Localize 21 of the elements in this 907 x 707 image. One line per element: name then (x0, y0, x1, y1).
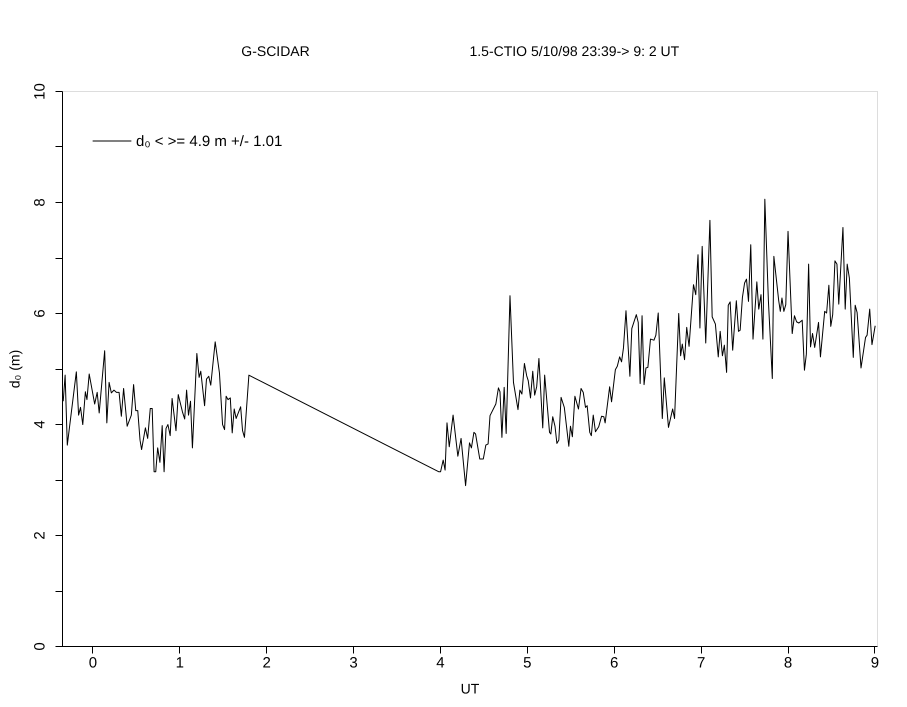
x-tick-label: 0 (88, 654, 98, 672)
y-tick-label: 6 (32, 309, 48, 318)
x-tick-label: 7 (696, 654, 706, 672)
y-tick-label: 2 (32, 531, 48, 540)
chart-subtitle: 1.5-CTIO 5/10/98 23:39-> 9: 2 UT (470, 43, 680, 59)
legend-label: d₀ < >= 4.9 m +/- 1.01 (136, 133, 282, 150)
x-tick-label: 3 (349, 654, 358, 672)
x-tick-label: 4 (436, 654, 445, 672)
y-tick-label: 4 (32, 420, 48, 429)
x-tick-label: 1 (176, 654, 184, 672)
x-tick-label: 6 (610, 654, 618, 672)
x-tick-label: 9 (870, 654, 880, 672)
x-tick-label: 8 (784, 654, 792, 672)
x-axis-title: UT (460, 680, 480, 696)
y-axis-title: d₀ (m) (6, 350, 22, 388)
y-tick-label: 10 (32, 83, 48, 100)
x-tick-label: 2 (262, 654, 271, 672)
y-tick-label: 0 (32, 642, 48, 651)
chart-title: G-SCIDAR (241, 43, 310, 59)
y-tick-label: 8 (32, 198, 48, 207)
x-tick-label: 5 (523, 654, 532, 672)
